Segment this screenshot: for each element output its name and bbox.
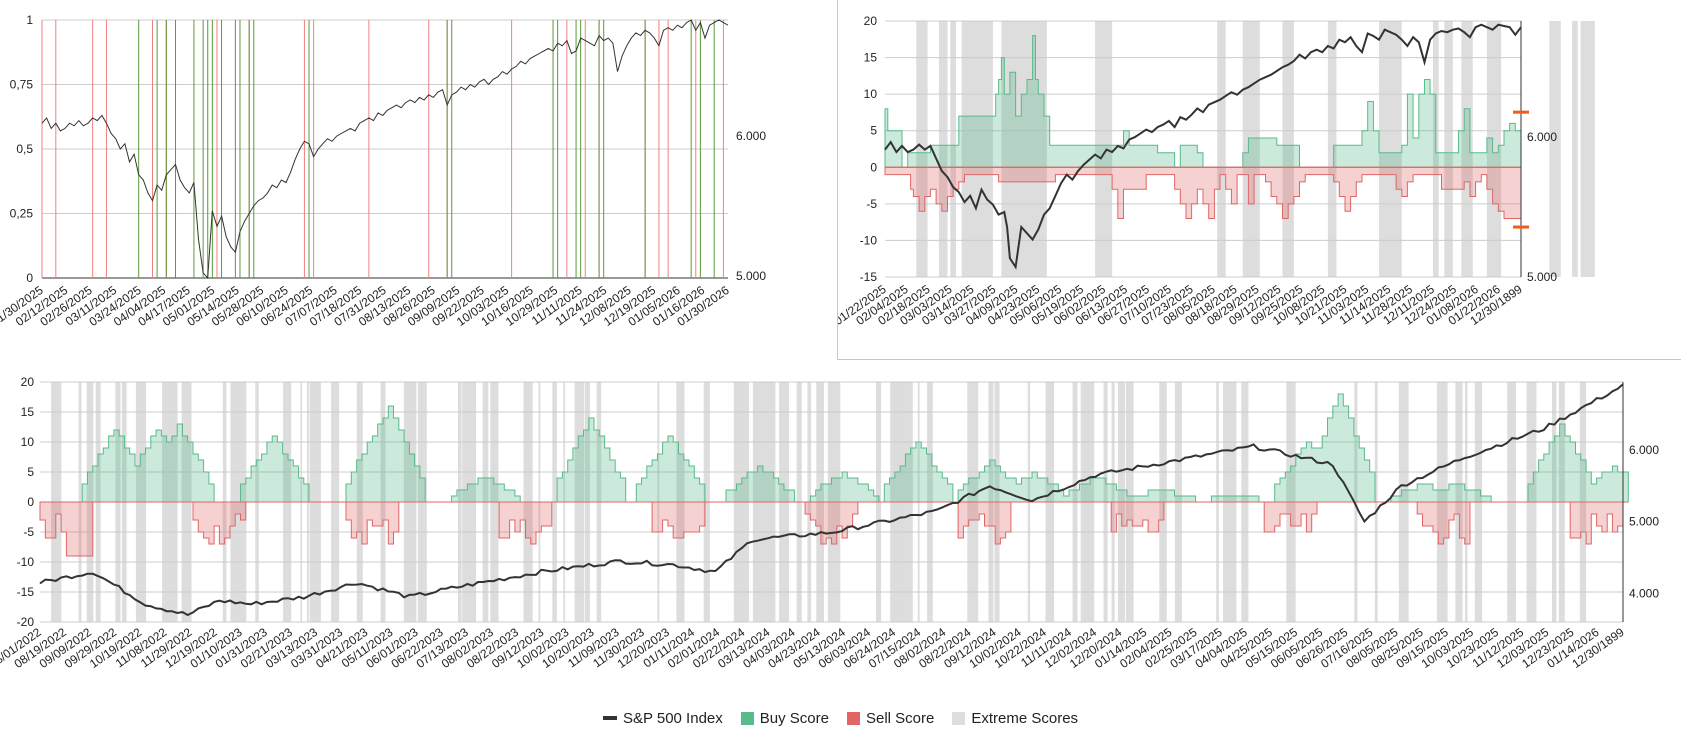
scores-1y-chart: -15 -10 -5 0 5 10 15 20 6.000 5.000 01/22/2025 02/0… xyxy=(831,0,1681,360)
y-tick-label: 20 xyxy=(21,375,35,389)
y-tick-label: -5 xyxy=(866,197,877,211)
chart-legend: S&P 500 Index Buy Score Sell Score Extre… xyxy=(0,702,1681,734)
extreme-band xyxy=(1549,21,1561,277)
y-tick-label: 0,75 xyxy=(10,78,34,92)
y-tick-label: 15 xyxy=(21,405,35,419)
y-tick-label: -20 xyxy=(17,615,35,629)
scores-1y-svg: -15-10-5051015206.0005.00001/22/202502/0… xyxy=(831,14,1595,328)
sell-swatch xyxy=(846,711,860,725)
extreme-band xyxy=(1379,21,1402,277)
extreme-band xyxy=(1095,21,1113,277)
extreme-swatch xyxy=(952,711,966,725)
extreme-band xyxy=(1327,21,1337,277)
y-tick-label: -15 xyxy=(860,270,878,284)
y2-tick-label: 5.000 xyxy=(736,269,766,283)
y-tick-label: -10 xyxy=(860,233,878,247)
sell-score-area xyxy=(884,166,1522,219)
buy-score-area xyxy=(40,393,1629,503)
y-tick-label: 20 xyxy=(864,14,878,28)
y-tick-label: 0 xyxy=(870,160,877,174)
sp500-index-line xyxy=(39,383,1624,617)
normalized-signal-chart: 0 0,25 0,5 0,75 1 6.000 5.000 01/30/2025 02/12/2… xyxy=(0,0,838,360)
y-tick-label: 15 xyxy=(864,51,878,65)
y2-tick-label: 5.000 xyxy=(1527,270,1557,284)
scores-full-chart: -20 -15 -10 -5 0 5 10 15 20 4.000 5.000 6.000 08/01/… xyxy=(0,362,1681,702)
extreme-band xyxy=(916,21,928,277)
extreme-band xyxy=(1001,21,1047,277)
normalized-index-line xyxy=(41,19,729,280)
legend-label-sell: Sell Score xyxy=(865,709,935,727)
y-tick-label: 1 xyxy=(26,13,33,27)
legend-item-sell[interactable]: Sell Score xyxy=(846,709,935,727)
legend-item-extreme[interactable]: Extreme Scores xyxy=(952,710,1078,727)
extreme-band xyxy=(1572,21,1578,277)
y-tick-label: 0 xyxy=(26,271,33,285)
y-tick-label: 0 xyxy=(27,495,34,509)
extreme-band xyxy=(950,21,956,277)
y2-tick-label: 6.000 xyxy=(1527,130,1557,144)
extreme-band xyxy=(1486,21,1502,277)
y-tick-label: 10 xyxy=(864,87,878,101)
normalized-signal-svg: 00,250,50,7516.0005.00001/30/202502/12/2… xyxy=(0,13,766,329)
extreme-band xyxy=(938,21,948,277)
extreme-band xyxy=(1444,21,1453,277)
extreme-band xyxy=(961,21,993,277)
extreme-band xyxy=(1282,21,1294,277)
legend-item-buy[interactable]: Buy Score xyxy=(740,709,829,727)
y2-tick-label: 5.000 xyxy=(1629,515,1659,529)
y-tick-label: 0,25 xyxy=(10,207,34,221)
sp500-index-line xyxy=(884,23,1522,270)
sp500-line-swatch xyxy=(602,716,617,720)
y2-tick-label: 6.000 xyxy=(1629,443,1659,457)
y-tick-label: 5 xyxy=(870,124,877,138)
extreme-band xyxy=(1217,21,1226,277)
y-tick-label: -10 xyxy=(17,555,35,569)
y2-tick-label: 4.000 xyxy=(1629,586,1659,600)
y-tick-label: -5 xyxy=(23,525,34,539)
extreme-band xyxy=(1242,21,1260,277)
buy-swatch xyxy=(740,711,754,725)
extreme-band xyxy=(1580,21,1595,277)
y-tick-label: 10 xyxy=(21,435,35,449)
y-tick-label: -15 xyxy=(17,585,35,599)
legend-label-extreme: Extreme Scores xyxy=(971,709,1079,727)
extreme-band xyxy=(1461,21,1473,277)
legend-label-sp500: S&P 500 Index xyxy=(622,709,723,727)
y-tick-label: 5 xyxy=(27,465,34,479)
scores-full-svg: -20-15-10-5051015204.0005.0006.00008/01/… xyxy=(0,375,1659,671)
legend-label-buy: Buy Score xyxy=(759,709,829,727)
y-tick-label: 0,5 xyxy=(16,142,33,156)
legend-item-sp500[interactable]: S&P 500 Index xyxy=(602,709,723,727)
y2-tick-label: 6.000 xyxy=(736,129,766,143)
